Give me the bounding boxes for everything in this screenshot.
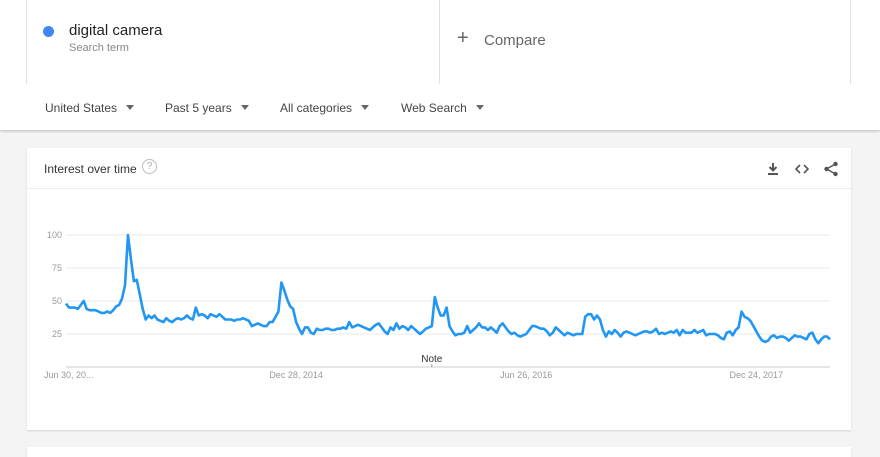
x-tick-label: Dec 28, 2014 — [269, 370, 323, 380]
download-icon[interactable] — [764, 160, 782, 178]
plus-icon: + — [457, 27, 469, 49]
y-tick-label: 75 — [52, 263, 62, 273]
y-tick-label: 100 — [47, 230, 62, 240]
caret-down-icon — [126, 105, 135, 110]
filter-bar: United States Past 5 years All categorie… — [0, 85, 880, 130]
share-icon[interactable] — [822, 160, 840, 178]
search-type-dropdown[interactable]: Web Search — [401, 101, 484, 115]
search-term-subtitle: Search term — [69, 42, 129, 54]
caret-down-icon — [475, 105, 484, 110]
card-title: Interest over time — [44, 162, 137, 176]
question-circle-icon[interactable]: ? — [142, 159, 157, 174]
search-term-card[interactable]: digital camera Search term — [26, 0, 440, 84]
series-line — [64, 233, 831, 345]
y-tick-label: 50 — [52, 296, 62, 306]
region-label: United States — [45, 101, 118, 115]
search-type-label: Web Search — [401, 101, 467, 115]
x-tick-label: Jun 30, 20... — [44, 370, 94, 380]
compare-label: Compare — [484, 32, 546, 49]
x-tick-label: Jun 26, 2016 — [500, 370, 552, 380]
y-tick-label: 25 — [52, 329, 62, 339]
search-term-name[interactable]: digital camera — [69, 22, 163, 39]
term-color-dot — [43, 26, 54, 37]
compare-button[interactable]: + Compare — [439, 0, 851, 84]
search-header: digital camera Search term + Compare — [0, 0, 880, 86]
time-range-dropdown[interactable]: Past 5 years — [165, 101, 249, 115]
interest-over-time-card: Interest over time ? — [27, 148, 851, 430]
category-dropdown[interactable]: All categories — [280, 101, 370, 115]
x-tick-label: Dec 24, 2017 — [730, 370, 784, 380]
region-dropdown[interactable]: United States — [45, 101, 135, 115]
time-range-label: Past 5 years — [165, 101, 232, 115]
card-header: Interest over time ? — [27, 148, 851, 189]
embed-code-icon[interactable] — [793, 160, 811, 178]
category-label: All categories — [280, 101, 353, 115]
caret-down-icon — [361, 105, 370, 110]
note-annotation[interactable]: Note — [421, 354, 443, 365]
caret-down-icon — [240, 105, 249, 110]
